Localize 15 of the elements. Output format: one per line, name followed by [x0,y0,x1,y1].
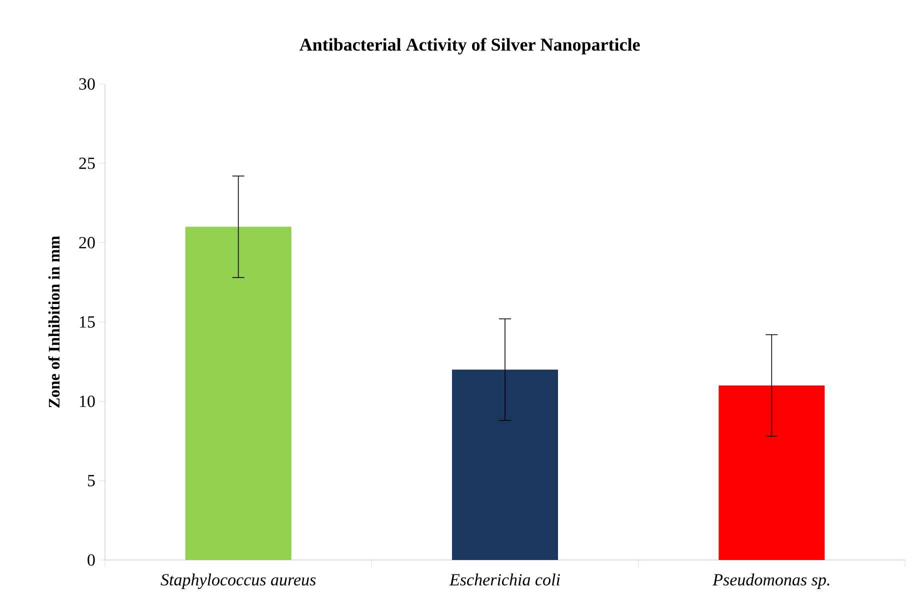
y-tick-label: 0 [88,554,95,566]
y-tick-label: 10 [80,396,95,408]
bar [452,370,558,560]
x-tick-label: Pseudomonas sp. [712,574,830,589]
chart-title: Antibacterial Activity of Silver Nanoparticle [300,38,640,54]
bar [718,385,825,560]
bar [185,226,292,560]
y-tick-label: 20 [79,236,95,248]
x-tick-label: Staphylococcus aureus [160,574,316,589]
y-tick-label: 15 [80,316,95,328]
x-tick-label: Escherichia coli [449,574,560,586]
y-tick-label: 30 [79,78,95,90]
y-tick-label: 25 [79,158,95,170]
y-tick-label: 5 [88,475,95,486]
y-axis-title: Zone of Inhibition in mm [48,236,60,408]
